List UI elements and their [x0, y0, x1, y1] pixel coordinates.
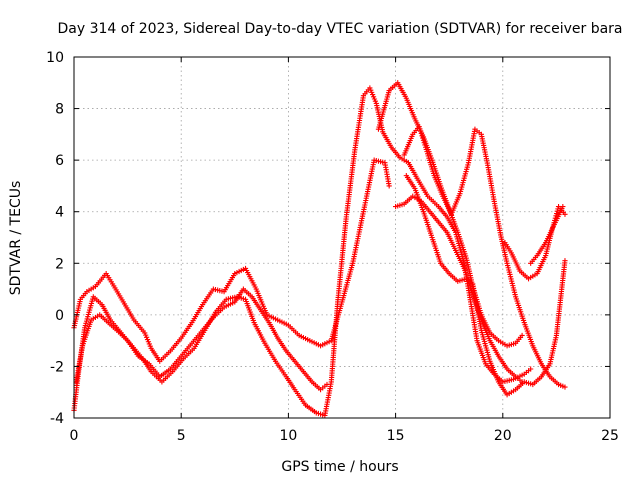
data-point — [562, 384, 568, 390]
x-tick-label: 25 — [601, 428, 619, 444]
data-point — [560, 203, 566, 210]
series-track-9 — [528, 203, 566, 266]
data-point — [554, 210, 560, 217]
y-tick-label: -2 — [50, 359, 64, 375]
y-tick-label: 8 — [55, 102, 64, 118]
data-point — [419, 133, 425, 139]
data-point — [418, 130, 424, 137]
data-point — [562, 211, 568, 217]
data-point — [418, 128, 424, 134]
x-tick-label: 15 — [387, 428, 405, 444]
data-point — [421, 140, 427, 146]
axis-ticks: 0 5 10 15 20 25 -4 -2 0 2 4 6 8 10 — [46, 50, 619, 444]
data-point — [420, 135, 426, 141]
y-tick-label: 10 — [46, 50, 64, 66]
x-tick-label: 10 — [279, 428, 297, 444]
plot-frame — [73, 56, 611, 419]
data-point — [420, 137, 427, 143]
data-point — [422, 142, 428, 148]
data-point — [554, 208, 560, 214]
y-tick-label: 0 — [55, 308, 64, 324]
data-point — [416, 124, 422, 130]
x-tick-label: 0 — [70, 428, 79, 444]
y-tick-label: 4 — [55, 205, 64, 221]
y-tick-label: 6 — [55, 153, 64, 169]
data-point — [324, 381, 330, 388]
series-track-6 — [401, 124, 568, 390]
series-track-3 — [73, 286, 330, 393]
data-point — [386, 183, 392, 189]
data-point — [562, 258, 568, 264]
y-tick-label: 2 — [55, 256, 64, 272]
data-point — [519, 332, 525, 339]
y-tick-label: -4 — [50, 411, 64, 427]
chart-title: Day 314 of 2023, Sidereal Day-to-day VTE… — [57, 21, 622, 37]
x-axis-label: GPS time / hours — [281, 459, 398, 475]
series-track-7 — [403, 173, 568, 398]
y-axis-label: SDTVAR / TECUs — [8, 181, 24, 296]
x-tick-label: 20 — [494, 428, 512, 444]
data-point — [528, 366, 534, 372]
data-point — [417, 126, 423, 132]
x-tick-label: 5 — [177, 428, 186, 444]
series-track-1 — [71, 157, 392, 364]
data-markers — [71, 80, 568, 419]
